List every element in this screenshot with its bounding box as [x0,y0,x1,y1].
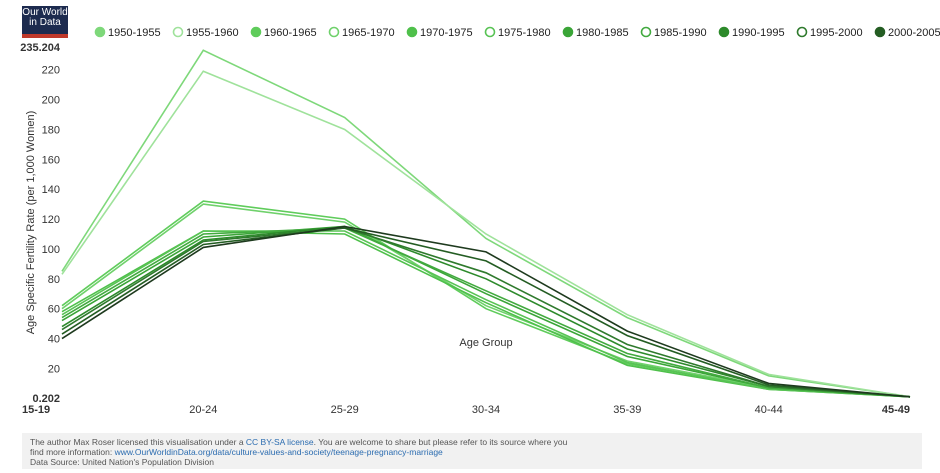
legend-marker-1955-1960 [172,26,184,38]
legend-marker-1975-1980 [484,26,496,38]
owid-logo: Our World in Data [22,6,68,38]
series-line-1950-1955 [61,49,911,398]
footer-share-text: . You are welcome to share but please re… [313,437,568,447]
axes: 20 40 60 80 100 120 140 160 180 200 220 0.202 235.20… [20,42,910,416]
legend-label-1990-1995: 1990-1995 [732,27,785,39]
logo-accent-bar [22,34,68,38]
y-tick-label: 100 [42,244,60,256]
legend-marker-2000-2005 [874,26,886,38]
logo-line1: Our World [22,7,68,18]
series-lines [61,49,911,398]
legend-label-1950-1955: 1950-1955 [108,27,161,39]
y-tick-label: 200 [42,95,60,107]
source-link[interactable]: www.OurWorldinData.org/data/culture-valu… [114,447,443,457]
x-axis-title: Age Group [459,337,512,349]
footer-info-text: find more information: [30,447,115,457]
series-line-2005-2010 [61,225,911,398]
legend-marker-1995-2000 [796,26,808,38]
series-line-1995-2000 [61,227,911,398]
legend-label-1955-1960: 1955-1960 [186,27,239,39]
y-max-label: 235.204 [20,42,61,54]
series-line-1975-1980 [61,230,911,398]
y-tick-label: 60 [48,304,60,316]
legend-label-1980-1985: 1980-1985 [576,27,629,39]
y-tick-label: 80 [48,274,60,286]
legend: 1950-1955 1955-1960 1960-1965 1965-1970 1970… [94,26,940,39]
legend-label-1975-1980: 1975-1980 [498,27,551,39]
fertility-line-chart: 1950-1955 1955-1960 1960-1965 1965-1970 1970… [20,26,940,416]
y-tick-label: 180 [42,124,60,136]
legend-label-2000-2005: 2000-2005 [888,27,940,39]
legend-marker-1970-1975 [406,26,418,38]
logo-line2: in Data [29,17,61,28]
legend-marker-1985-1990 [640,26,652,38]
x-tick-label: 45-49 [882,404,910,416]
footer-line1: The author Max Roser licensed this visua… [30,437,914,447]
x-tick-label: 15-19 [22,404,50,416]
series-line-1955-1960 [61,70,911,398]
legend-label-1985-1990: 1985-1990 [654,27,707,39]
legend-marker-1950-1955 [94,26,106,38]
y-tick-label: 220 [42,65,60,77]
y-tick-label: 20 [48,363,60,375]
footer-line2: find more information: www.OurWorldinDat… [30,447,914,457]
footer-license-text: The author Max Roser licensed this visua… [30,437,246,447]
legend-marker-1980-1985 [562,26,574,38]
legend-label-1960-1965: 1960-1965 [264,27,317,39]
legend-label-1995-2000: 1995-2000 [810,27,863,39]
y-tick-label: 40 [48,334,60,346]
x-tick-label: 35-39 [613,404,641,416]
x-tick-label: 20-24 [189,404,217,416]
y-tick-label: 160 [42,154,60,166]
x-tick-label: 30-34 [472,404,500,416]
legend-label-1970-1975: 1970-1975 [420,27,473,39]
legend-marker-1990-1995 [718,26,730,38]
legend-label-1965-1970: 1965-1970 [342,27,395,39]
y-min-label: 0.202 [32,393,60,405]
footer-credits: The author Max Roser licensed this visua… [22,433,922,469]
footer-data-source: Data Source: United Nation's Population … [30,457,214,467]
series-line-2000-2005 [61,227,911,398]
y-axis-title: Age Specific Fertility Rate (per 1,000 W… [25,111,37,335]
y-tick-label: 140 [42,184,60,196]
legend-marker-1965-1970 [328,26,340,38]
license-link[interactable]: CC BY-SA license [245,437,314,447]
x-tick-label: 25-29 [331,404,359,416]
series-line-1985-1990 [61,227,911,398]
y-tick-label: 120 [42,214,60,226]
legend-marker-1960-1965 [250,26,262,38]
x-tick-label: 40-44 [755,404,783,416]
